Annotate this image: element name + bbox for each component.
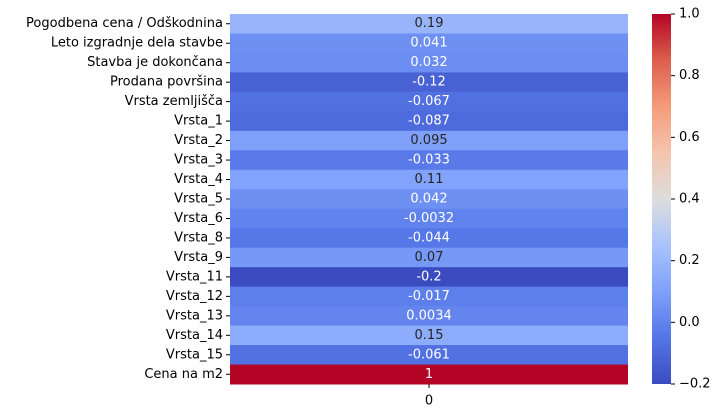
row-label: Vrsta_12 [166, 289, 223, 304]
heatmap-cell [230, 286, 628, 307]
heatmap-cell [230, 247, 628, 268]
row-label: Cena na m2 [144, 367, 223, 382]
heatmap-cell [230, 345, 628, 366]
cell-value-label: 0.042 [410, 192, 447, 207]
row-label: Vrsta zemljišča [125, 94, 223, 109]
colorbar-gradient [652, 14, 671, 384]
cell-value-label: -0.033 [408, 153, 450, 168]
cell-value-label: 0.032 [410, 55, 447, 70]
cell-value-label: 0.15 [415, 328, 444, 343]
column-labels: 0 [425, 384, 433, 409]
cell-value-label: 0.0034 [406, 308, 452, 323]
colorbar-tick-label: 0.4 [679, 192, 700, 207]
row-label: Stavba je dokončana [87, 55, 223, 70]
row-label: Vrsta_2 [174, 133, 223, 148]
colorbar-tick-label: 1.0 [679, 7, 700, 22]
row-label: Prodana površina [110, 75, 223, 90]
row-label: Vrsta_4 [174, 172, 223, 187]
row-label: Vrsta_5 [174, 192, 223, 207]
row-label: Vrsta_13 [166, 308, 223, 323]
column-label: 0 [425, 394, 433, 409]
colorbar-tick-label: 0.0 [679, 315, 700, 330]
row-label: Pogodbena cena / Odškodnina [26, 16, 223, 31]
heatmap-cell [230, 72, 628, 93]
row-labels: Pogodbena cena / Odškodnina Leto izgradnj… [26, 16, 230, 382]
colorbar-tick-label: 0.8 [679, 68, 700, 83]
heatmap-cell [230, 91, 628, 112]
heatmap-cell [230, 150, 628, 171]
heatmap-cell [230, 33, 628, 54]
cell-value-label: -0.087 [408, 114, 450, 129]
colorbar-tick-label: 0.6 [679, 130, 700, 145]
row-label: Vrsta_1 [174, 114, 223, 129]
heatmap-cell [230, 189, 628, 210]
heatmap-cell [230, 14, 628, 34]
cell-value-label: -0.12 [412, 75, 446, 90]
row-label: Vrsta_11 [166, 269, 223, 284]
heatmap-cell [230, 267, 628, 288]
cell-value-label: -0.067 [408, 94, 450, 109]
row-label: Vrsta_6 [174, 211, 223, 226]
colorbar-tick-label: 0.2 [679, 253, 700, 268]
row-label: Leto izgradnje dela stavbe [51, 36, 223, 51]
heatmap-cell [230, 228, 628, 249]
cell-value-label: 1 [425, 367, 433, 382]
heatmap-cell [230, 130, 628, 151]
row-label: Vrsta_9 [174, 250, 223, 265]
heatmap-cell [230, 364, 628, 385]
cell-value-label: -0.0032 [404, 211, 454, 226]
cell-value-label: 0.19 [415, 16, 444, 31]
cell-value-label: 0.041 [410, 36, 447, 51]
cell-value-label: 0.11 [415, 172, 444, 187]
row-label: Vrsta_3 [174, 153, 223, 168]
colorbar: −0.2 0.0 0.2 0.4 0.6 0.8 1.0 [652, 7, 711, 392]
cell-value-label: -0.017 [408, 289, 450, 304]
cell-value-label: -0.061 [408, 347, 450, 362]
heatmap-cell [230, 208, 628, 229]
heatmap-cell [230, 325, 628, 346]
heatmap-cell [230, 111, 628, 132]
heatmap-cells: 0.19 0.041 0.032 -0.12 -0.067 -0.087 0.095 -0.0… [230, 14, 628, 385]
row-label: Vrsta_15 [166, 347, 223, 362]
row-label: Vrsta_14 [166, 328, 223, 343]
cell-value-label: 0.095 [410, 133, 447, 148]
heatmap-cell [230, 169, 628, 190]
heatmap-cell [230, 52, 628, 73]
cell-value-label: -0.044 [408, 230, 450, 245]
colorbar-tick-label: −0.2 [679, 377, 711, 392]
cell-value-label: 0.07 [415, 250, 444, 265]
row-label: Vrsta_8 [174, 230, 223, 245]
cell-value-label: -0.2 [416, 269, 441, 284]
heatmap-cell [230, 306, 628, 327]
